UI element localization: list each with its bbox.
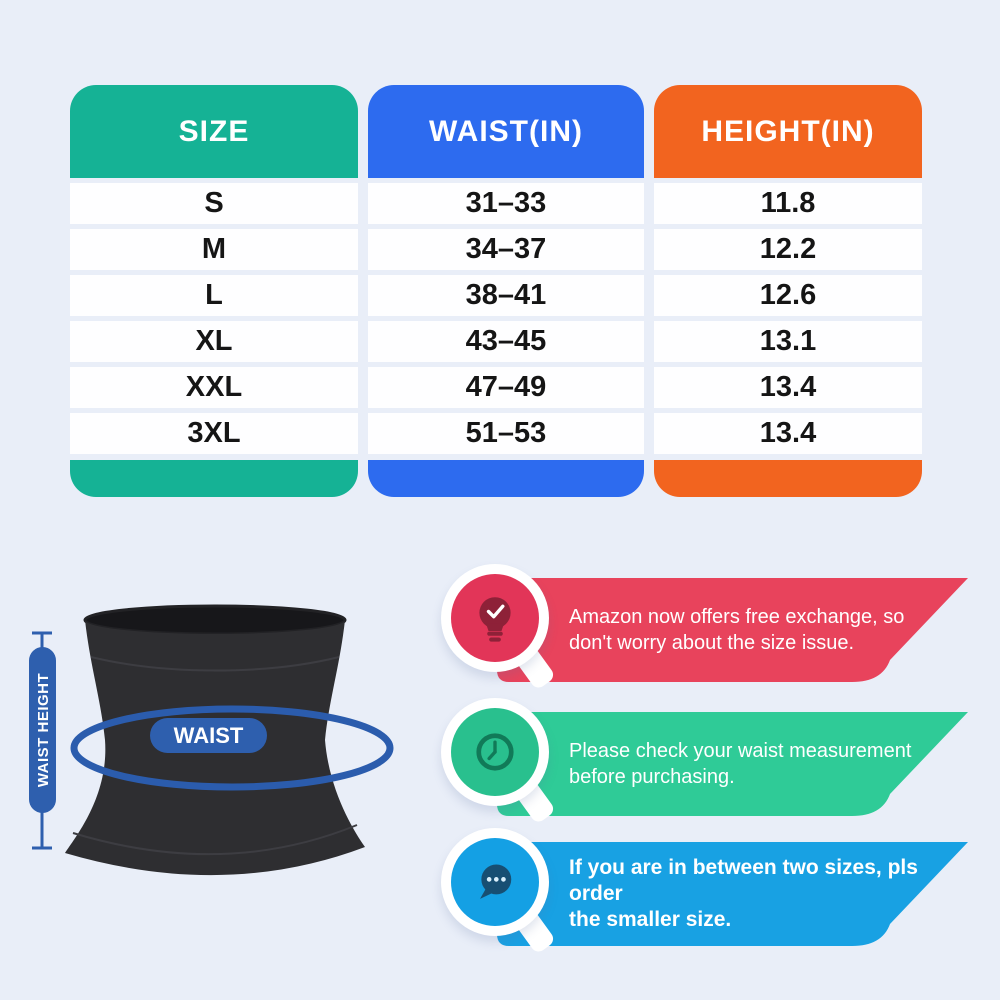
table-cell: 3XL bbox=[70, 413, 358, 454]
table-cell: 51–53 bbox=[368, 413, 644, 454]
column-header-waist: WAIST(IN) bbox=[368, 85, 644, 178]
table-column-height: HEIGHT(IN) 11.8 12.2 12.6 13.1 13.4 13.4 bbox=[654, 85, 922, 497]
callout-banner: Amazon now offers free exchange, so don'… bbox=[497, 578, 968, 682]
table-cell: 11.8 bbox=[654, 183, 922, 224]
table-column-size: SIZE S M L XL XXL 3XL bbox=[70, 85, 358, 497]
callout-badge bbox=[441, 828, 549, 936]
table-cell: XXL bbox=[70, 367, 358, 408]
table-cell: 12.2 bbox=[654, 229, 922, 270]
waist-pill bbox=[150, 718, 267, 753]
table-cell: 13.4 bbox=[654, 367, 922, 408]
size-table: SIZE S M L XL XXL 3XL WAIST(IN) 31–33 34… bbox=[70, 85, 922, 505]
measurement-markers: WAIST HEIGHT WAIST bbox=[29, 631, 267, 850]
column-footer-bar bbox=[654, 460, 922, 497]
table-cell: 34–37 bbox=[368, 229, 644, 270]
table-cell: 12.6 bbox=[654, 275, 922, 316]
table-cell: 13.4 bbox=[654, 413, 922, 454]
table-cell: M bbox=[70, 229, 358, 270]
table-cell: 13.1 bbox=[654, 321, 922, 362]
callout-banner: Please check your waist measurement befo… bbox=[497, 712, 968, 816]
lightbulb-check-icon bbox=[479, 597, 511, 642]
table-cell: 43–45 bbox=[368, 321, 644, 362]
waist-height-pill bbox=[29, 647, 56, 813]
callout-badge bbox=[441, 698, 549, 806]
column-footer-bar bbox=[368, 460, 644, 497]
table-cell: XL bbox=[70, 321, 358, 362]
table-cell: L bbox=[70, 275, 358, 316]
waist-ellipse bbox=[70, 705, 394, 791]
callout-text: Amazon now offers free exchange, so don'… bbox=[569, 606, 905, 654]
table-cell: S bbox=[70, 183, 358, 224]
table-cell: 31–33 bbox=[368, 183, 644, 224]
waist-height-label: WAIST HEIGHT bbox=[35, 673, 52, 787]
clock-icon bbox=[476, 733, 514, 771]
column-footer-bar bbox=[70, 460, 358, 497]
table-cell: 38–41 bbox=[368, 275, 644, 316]
callout-badge bbox=[441, 564, 549, 672]
table-column-waist: WAIST(IN) 31–33 34–37 38–41 43–45 47–49 … bbox=[368, 85, 644, 497]
callout-banner: If you are in between two sizes, pls ord… bbox=[497, 842, 968, 946]
waist-trainer-diagram: WAIST HEIGHT WAIST bbox=[29, 604, 394, 876]
waist-label: WAIST bbox=[174, 723, 244, 748]
callout-text: Please check your waist measurement befo… bbox=[569, 740, 912, 788]
column-header-height: HEIGHT(IN) bbox=[654, 85, 922, 178]
callout-text: If you are in between two sizes, pls ord… bbox=[569, 856, 918, 931]
column-header-size: SIZE bbox=[70, 85, 358, 178]
table-cell: 47–49 bbox=[368, 367, 644, 408]
chat-dots-icon bbox=[480, 864, 512, 899]
